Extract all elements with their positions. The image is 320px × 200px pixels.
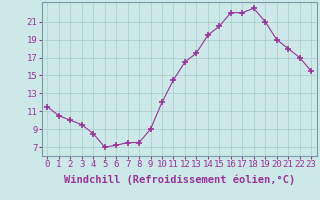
X-axis label: Windchill (Refroidissement éolien,°C): Windchill (Refroidissement éolien,°C)	[64, 175, 295, 185]
